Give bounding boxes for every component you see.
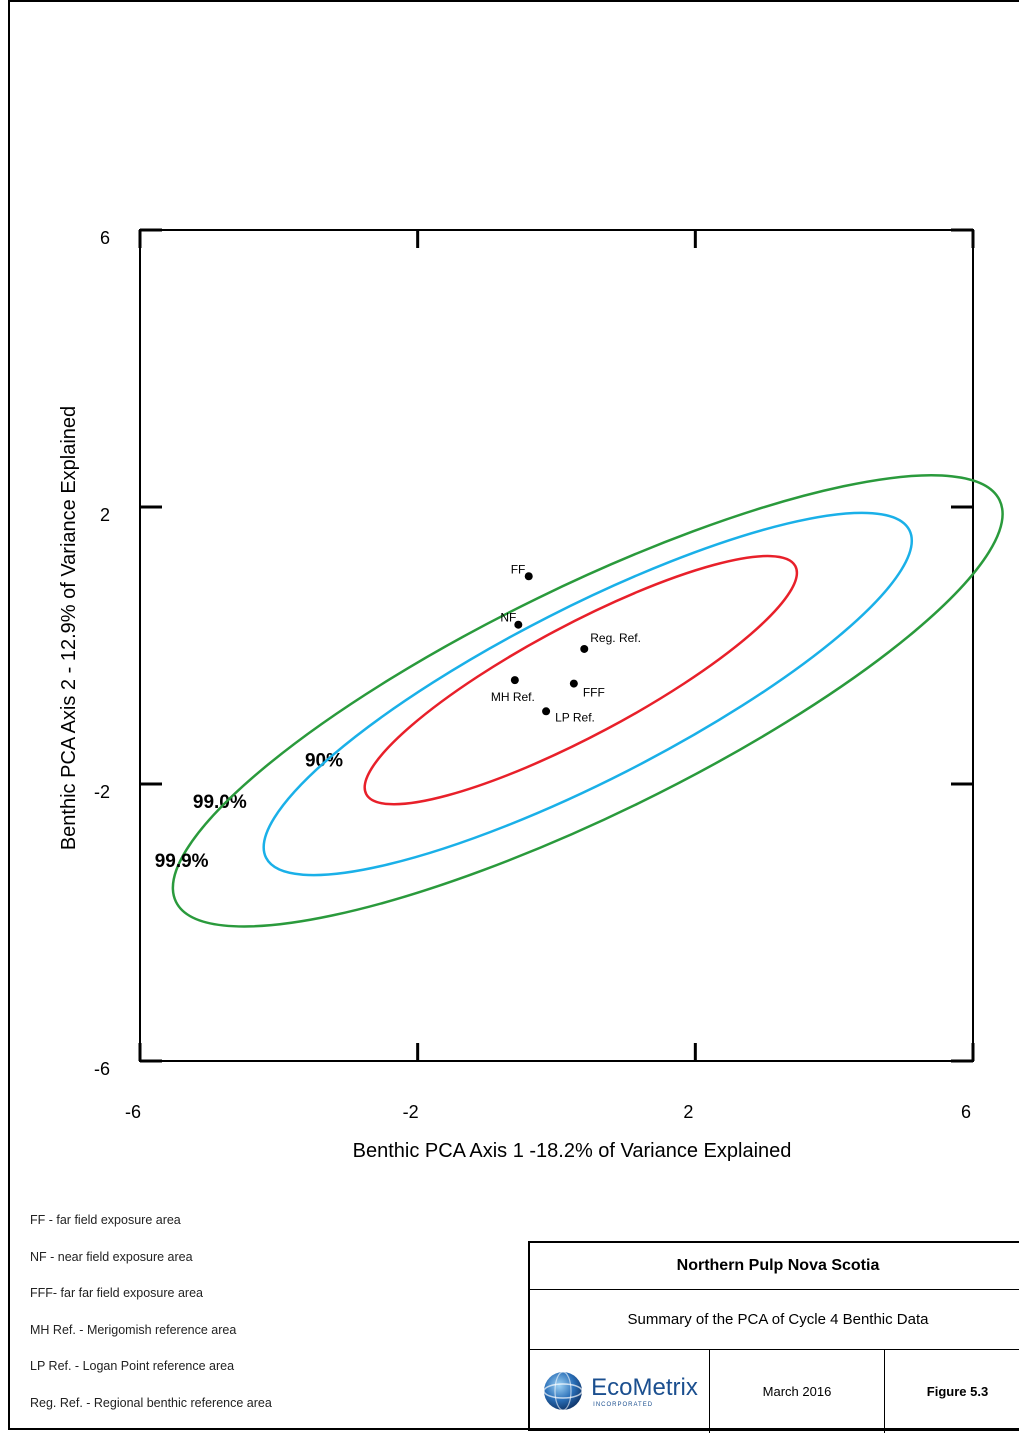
data-point [510, 676, 519, 685]
ellipse-label: 99.0% [193, 792, 247, 813]
logo-wordmark: EcoMetrix [591, 1374, 698, 1401]
data-point [524, 572, 533, 581]
legend-item: FFF- far far field exposure area [30, 1286, 203, 1300]
data-point-label: NF [500, 611, 516, 625]
legend-item: MH Ref. - Merigomish reference area [30, 1322, 237, 1337]
ellipse-990 [262, 511, 914, 877]
data-point-label: LP Ref. [555, 710, 595, 724]
data-points: FF NF Reg. Ref. MH Ref. FFF LP Ref. [491, 562, 641, 724]
plot-area [139, 229, 974, 1062]
y-tick-label: -2 [94, 782, 110, 802]
company-logo: EcoMetrix INCORPORATED [530, 1349, 710, 1433]
data-point [514, 620, 523, 629]
confidence-ellipses: 90%99.0%99.9% [155, 474, 1004, 928]
legend-item: LP Ref. - Logan Point reference area [30, 1359, 235, 1373]
logo-subtext: INCORPORATED [593, 1402, 654, 1408]
x-tick-label: -6 [125, 1102, 141, 1122]
abbreviation-legend: FF - far field exposure area NF - near f… [30, 1210, 272, 1429]
figure-subtitle: Summary of the PCA of Cycle 4 Benthic Da… [530, 1289, 1019, 1350]
ellipse-90 [363, 554, 799, 806]
data-point [542, 707, 551, 716]
data-point [580, 644, 589, 653]
globe-icon [543, 1371, 583, 1411]
x-axis-title: Benthic PCA Axis 1 -18.2% of Variance Ex… [353, 1140, 792, 1162]
data-point-label: FF [511, 562, 526, 576]
data-point-label: Reg. Ref. [590, 631, 641, 645]
title-block: Northern Pulp Nova Scotia Summary of the… [528, 1241, 1019, 1433]
figure-date: March 2016 [710, 1349, 885, 1433]
y-axis-title: Benthic PCA Axis 2 - 12.9% of Variance E… [58, 406, 80, 850]
figure-number: Figure 5.3 [926, 1383, 989, 1399]
y-tick-label: 2 [100, 505, 110, 525]
legend-item: NF - near field exposure area [30, 1249, 193, 1264]
data-point-label: FFF [583, 686, 605, 700]
y-tick-label: -6 [94, 1059, 110, 1079]
client-name: Northern Pulp Nova Scotia [530, 1243, 1019, 1290]
x-tick-label: 2 [683, 1102, 693, 1122]
y-tick-label: 6 [100, 228, 110, 248]
legend-item: Reg. Ref. - Regional benthic reference a… [30, 1395, 272, 1410]
legend-item: FF - far field exposure area [30, 1213, 181, 1227]
plot-border [139, 229, 974, 1062]
data-point [569, 679, 578, 688]
ellipse-999 [171, 474, 1004, 928]
data-point-label: MH Ref. [491, 690, 535, 704]
x-tick-label: -2 [403, 1102, 419, 1122]
ellipse-label: 99.9% [155, 851, 209, 872]
axis-ticks: -6 -2 2 6 6 2 -2 -6 [94, 228, 975, 1122]
x-tick-label: 6 [961, 1102, 971, 1122]
title-block-footer: EcoMetrix INCORPORATED March 2016 Figure… [530, 1349, 1019, 1433]
